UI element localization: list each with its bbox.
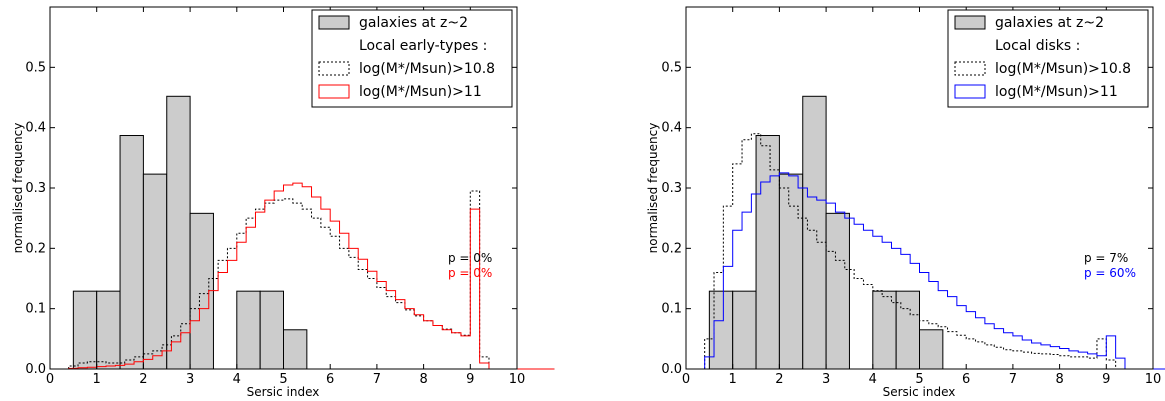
legend-swatch-solid: [954, 84, 986, 99]
y-tick-label: 0.4: [25, 121, 46, 136]
x-tick-label: 10: [1145, 372, 1162, 387]
annotation-p-solid: p = 0%: [448, 266, 492, 280]
annotation-p-dotted: p = 0%: [448, 251, 492, 265]
histogram-bar: [778, 173, 804, 370]
x-tick-label: 6: [962, 372, 970, 387]
legend-label-solid: log(M*/Msun)>11: [995, 84, 1118, 100]
legend-label-bars: galaxies at z~2: [995, 15, 1104, 31]
annotation-p-dotted: p = 7%: [1084, 251, 1128, 265]
histogram-bar: [825, 212, 850, 370]
histogram-bar: [189, 212, 214, 370]
series-line-dotted: [68, 190, 555, 370]
x-tick-label: 5: [915, 372, 923, 387]
histogram-bar: [802, 95, 827, 370]
series-line-dotted: [704, 133, 1165, 370]
y-tick-label: 0.3: [25, 181, 46, 196]
legend-swatch-dotted: [318, 61, 350, 76]
x-axis-label: Sersic index: [247, 385, 320, 399]
y-tick-label: 0.1: [25, 302, 46, 317]
legend-swatch-bars: [318, 15, 350, 30]
legend-header: Local early-types :: [359, 38, 487, 54]
annotation-p-solid: p = 60%: [1084, 266, 1136, 280]
legend-label-solid: log(M*/Msun)>11: [359, 84, 482, 100]
y-tick-label: 0.2: [25, 241, 46, 256]
histogram-bar: [895, 290, 921, 370]
legend-swatch-bars: [954, 15, 986, 30]
y-tick-label: 0.2: [661, 241, 682, 256]
y-tick-label: 0.0: [25, 362, 46, 377]
histogram-bar: [236, 290, 261, 370]
histogram-bar: [283, 329, 308, 370]
series-line-solid: [704, 172, 1165, 370]
x-tick-label: 10: [509, 372, 526, 387]
y-tick-label: 0.4: [661, 121, 682, 136]
histogram-bar: [755, 135, 780, 370]
histogram-bar: [166, 95, 191, 370]
x-tick-label: 8: [1055, 372, 1063, 387]
legend-label-dotted: log(M*/Msun)>10.8: [359, 61, 495, 77]
histogram-bar: [919, 329, 944, 370]
chart-early-types: normalised frequency Sersic index galaxi…: [11, 9, 513, 399]
x-tick-label: 1: [93, 372, 101, 387]
legend-swatch-dotted: [954, 61, 986, 76]
y-tick-label: 0.5: [661, 60, 682, 75]
histogram-bar: [72, 290, 98, 370]
legend-swatch-solid: [318, 84, 350, 99]
series-line-solid: [68, 182, 555, 370]
histogram-bar: [96, 290, 121, 370]
x-tick-label: 2: [775, 372, 783, 387]
x-tick-label: 3: [186, 372, 194, 387]
histogram-bar: [259, 290, 284, 370]
x-tick-label: 9: [1102, 372, 1110, 387]
y-tick-label: 0.1: [661, 302, 682, 317]
x-tick-label: 0: [682, 372, 690, 387]
x-tick-label: 5: [279, 372, 287, 387]
x-tick-label: 7: [1009, 372, 1017, 387]
x-tick-label: 8: [419, 372, 427, 387]
chart-disks: normalised frequency Sersic index galaxi…: [646, 9, 1149, 399]
histogram-bar: [119, 135, 144, 370]
x-tick-label: 9: [466, 372, 474, 387]
legend-label-dotted: log(M*/Msun)>10.8: [995, 61, 1131, 77]
y-tick-label: 0.3: [661, 181, 682, 196]
x-tick-label: 2: [139, 372, 147, 387]
x-tick-label: 1: [729, 372, 737, 387]
y-axis-label: normalised frequency: [646, 123, 660, 254]
histogram-bar: [732, 290, 757, 370]
histogram-bar: [142, 173, 168, 370]
x-tick-label: 6: [326, 372, 334, 387]
x-axis-label: Sersic index: [883, 385, 956, 399]
x-tick-label: 0: [46, 372, 54, 387]
legend-label-bars: galaxies at z~2: [359, 15, 468, 31]
x-tick-label: 4: [869, 372, 877, 387]
x-tick-label: 7: [373, 372, 381, 387]
y-tick-label: 0.0: [661, 362, 682, 377]
plot-area: 0 1 2 3 4 5 6 7 8 9 10 0.0 0.1 0.2 0.3 0.4 0.5: [25, 6, 555, 387]
legend-header: Local disks :: [995, 38, 1080, 54]
x-tick-label: 3: [822, 372, 830, 387]
x-tick-label: 4: [233, 372, 241, 387]
y-axis-label: normalised frequency: [11, 123, 25, 254]
plot-area: 0 1 2 3 4 5 6 7 8 9 10 0.0 0.1 0.2 0.3 0.4 0.5: [661, 6, 1165, 387]
y-tick-label: 0.5: [25, 60, 46, 75]
